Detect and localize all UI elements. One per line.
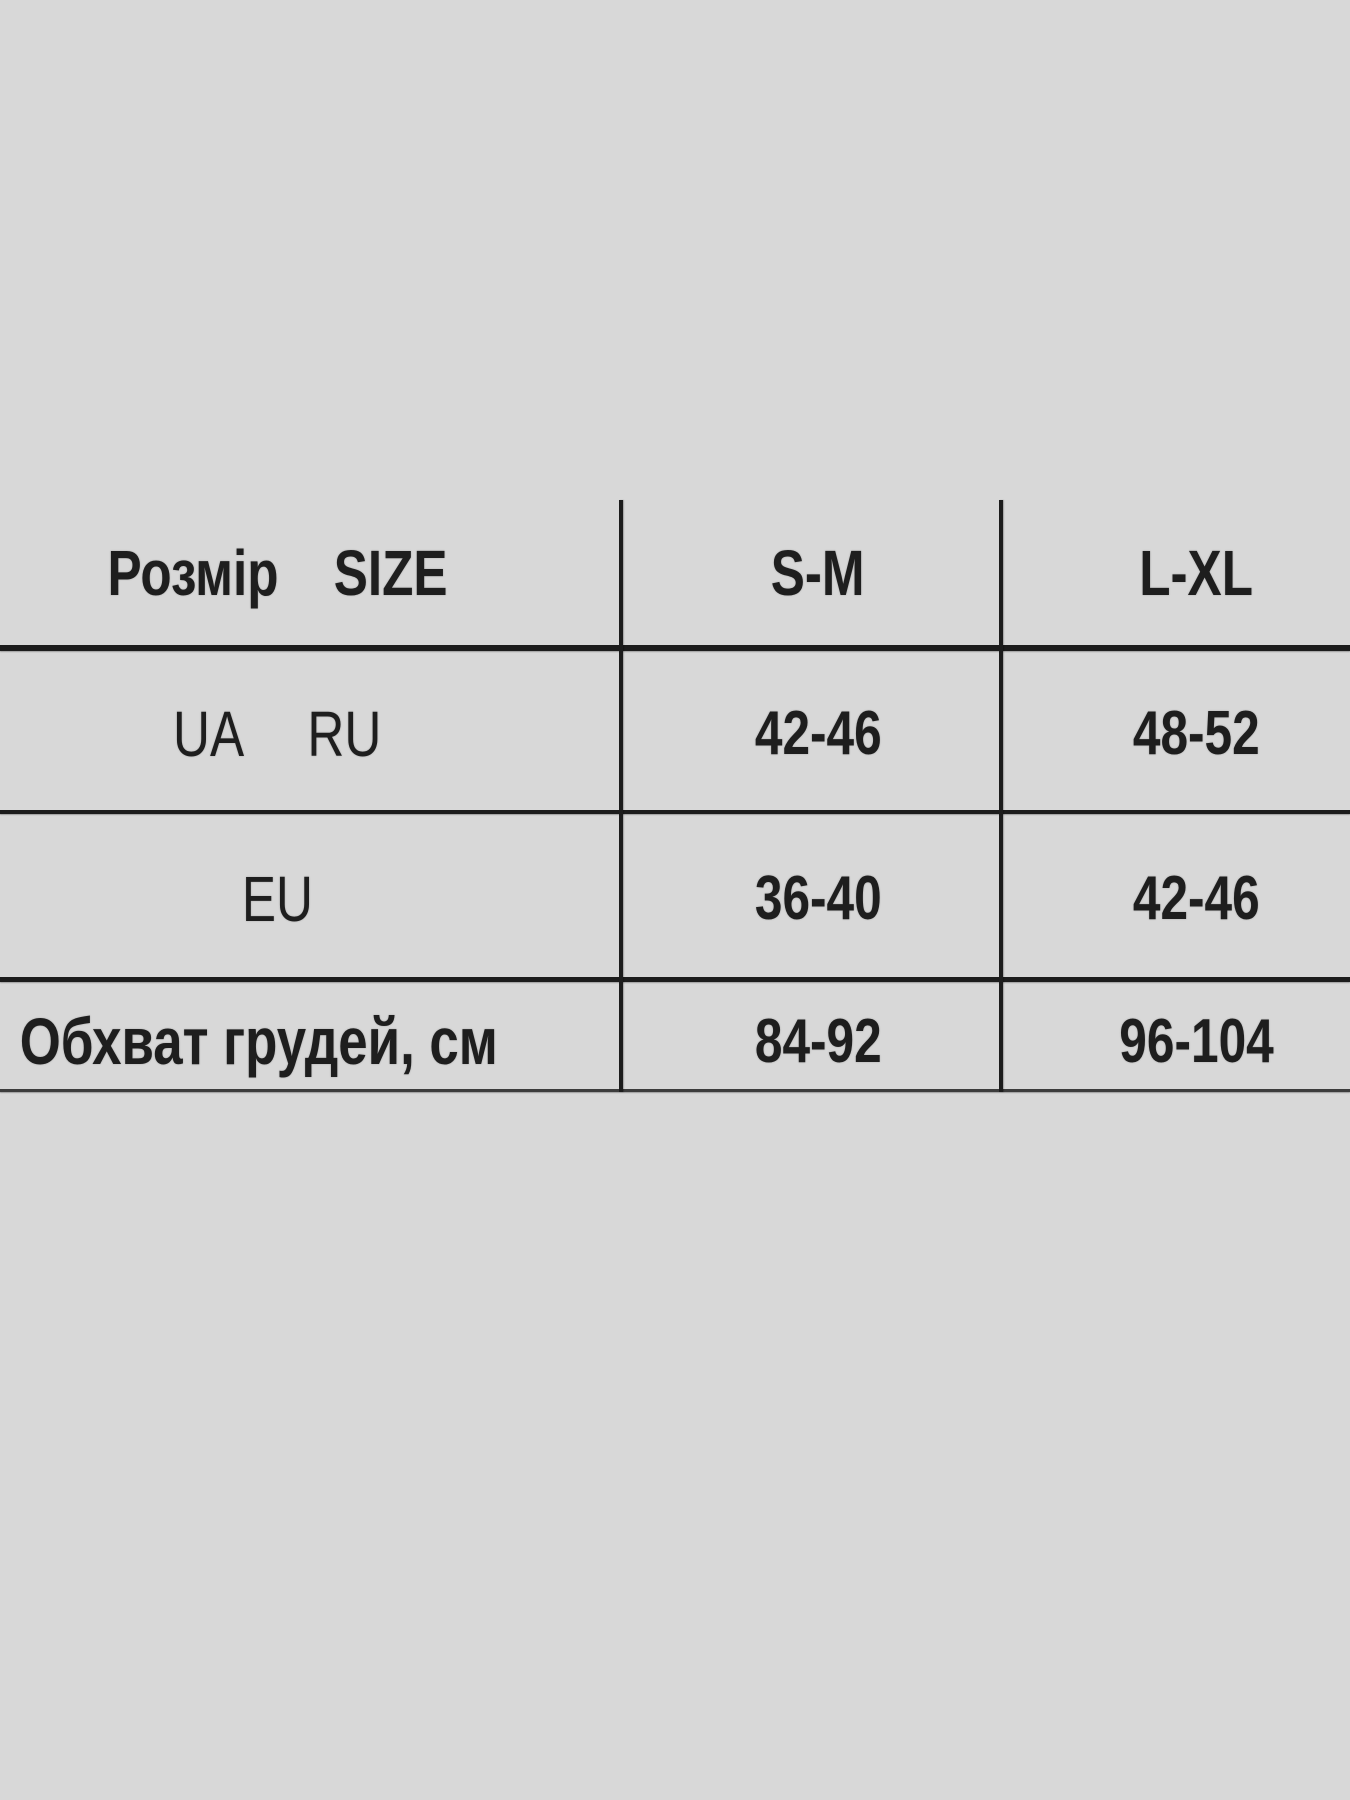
column-divider-left: [619, 500, 623, 1092]
divider-below-eu-row: [0, 977, 1350, 982]
label-ua: UA: [173, 697, 245, 770]
row-ua-ru-lxl-value: 48-52: [1133, 699, 1260, 768]
row-eu-label: EU: [241, 862, 314, 935]
header-size-en: SIZE: [333, 536, 448, 609]
row-chest-label: Обхват грудей, см: [19, 1004, 498, 1078]
row-eu-sm-value: 36-40: [754, 864, 882, 933]
column-divider-right: [999, 500, 1003, 1092]
row-chest-sm-value: 84-92: [754, 1006, 882, 1076]
row-eu-lxl-value: 42-46: [1133, 864, 1260, 933]
divider-table-bottom: [0, 1089, 1350, 1092]
header-size: Розмір SIZE: [0, 500, 621, 645]
header-sm: S-M: [771, 536, 865, 609]
row-ua-ru-sm-value: 42-46: [754, 699, 882, 768]
header-size-uk: Розмір: [107, 536, 279, 609]
header-lxl: L-XL: [1139, 536, 1254, 609]
row-ua-ru-label: UA RU: [0, 651, 621, 810]
divider-below-header: [0, 645, 1350, 651]
row-chest-lxl-value: 96-104: [1119, 1006, 1274, 1076]
label-ru: RU: [307, 697, 382, 770]
divider-below-ua-ru-row: [0, 810, 1350, 814]
